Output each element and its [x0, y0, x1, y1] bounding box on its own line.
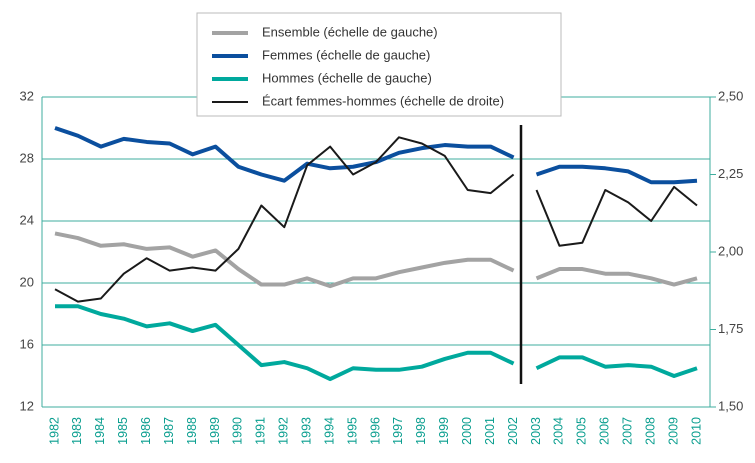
y-tick-label: 16 [20, 336, 34, 351]
x-tick-label: 2009 [666, 417, 680, 445]
x-tick-label: 2008 [643, 417, 657, 445]
x-tick-label: 1985 [116, 417, 130, 445]
x-tick-label: 1988 [185, 417, 199, 445]
y-tick-label: 20 [20, 274, 34, 289]
x-tick-label: 1990 [231, 417, 245, 445]
x-tick-label: 1994 [322, 417, 336, 445]
legend-label: Femmes (échelle de gauche) [262, 47, 430, 62]
y2-tick-label: 2,50 [718, 88, 743, 103]
x-tick-label: 2007 [621, 417, 635, 445]
legend-label: Écart femmes-hommes (échelle de droite) [262, 93, 504, 108]
x-tick-label: 2006 [598, 417, 612, 445]
y-tick-label: 12 [20, 398, 34, 413]
series-line [54, 136, 515, 303]
x-tick-label: 1984 [93, 417, 107, 445]
y2-tick-label: 2,00 [718, 243, 743, 258]
x-tick-label: 2001 [483, 417, 497, 445]
y2-tick-label: 1,75 [718, 321, 743, 336]
x-tick-label: 2003 [529, 417, 543, 445]
x-tick-label: 1982 [47, 417, 61, 445]
x-tick-label: 1992 [277, 417, 291, 445]
x-tick-label: 1987 [162, 417, 176, 445]
x-tick-label: 1991 [254, 417, 268, 445]
x-tick-label: 1996 [368, 417, 382, 445]
x-tick-label: 1995 [345, 417, 359, 445]
x-tick-label: 2010 [689, 417, 703, 445]
x-tick-label: 1993 [300, 417, 314, 445]
x-tick-label: 1997 [391, 417, 405, 445]
series-line [55, 304, 515, 382]
legend-box [196, 12, 562, 117]
x-tick-label: 1998 [414, 417, 428, 445]
x-tick-label: 2002 [506, 417, 520, 445]
x-tick-label: 1999 [437, 417, 451, 445]
series-line [535, 185, 698, 247]
x-tick-label: 2004 [552, 417, 566, 445]
y2-tick-label: 2,25 [718, 166, 743, 181]
series-line [535, 267, 698, 287]
y-tick-label: 32 [20, 88, 34, 103]
x-tick-label: 1986 [139, 417, 153, 445]
y-tick-label: 28 [20, 150, 34, 165]
y2-tick-label: 1,50 [718, 398, 743, 413]
series-line [54, 126, 515, 183]
x-tick-label: 2005 [575, 417, 589, 445]
legend-label: Ensemble (échelle de gauche) [262, 24, 438, 39]
x-tick-label: 1983 [70, 417, 84, 445]
x-tick-label: 1989 [208, 417, 222, 445]
legend-label: Hommes (échelle de gauche) [262, 70, 432, 85]
series-line [535, 164, 698, 185]
y-tick-label: 24 [20, 212, 34, 227]
series-line [54, 231, 515, 289]
series-line [535, 355, 698, 378]
x-tick-label: 2000 [460, 417, 474, 445]
